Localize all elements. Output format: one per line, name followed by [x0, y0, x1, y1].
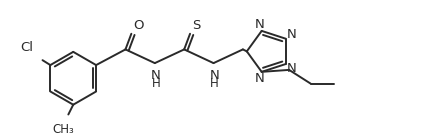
Text: O: O: [133, 19, 144, 32]
Text: N: N: [209, 69, 219, 82]
Text: N: N: [286, 62, 296, 75]
Text: CH₃: CH₃: [52, 123, 75, 136]
Text: H: H: [151, 77, 160, 90]
Text: S: S: [192, 19, 200, 32]
Text: N: N: [286, 28, 296, 41]
Text: N: N: [255, 72, 265, 85]
Text: Cl: Cl: [21, 41, 34, 54]
Text: N: N: [151, 69, 161, 82]
Text: H: H: [210, 77, 219, 90]
Text: N: N: [255, 18, 265, 31]
